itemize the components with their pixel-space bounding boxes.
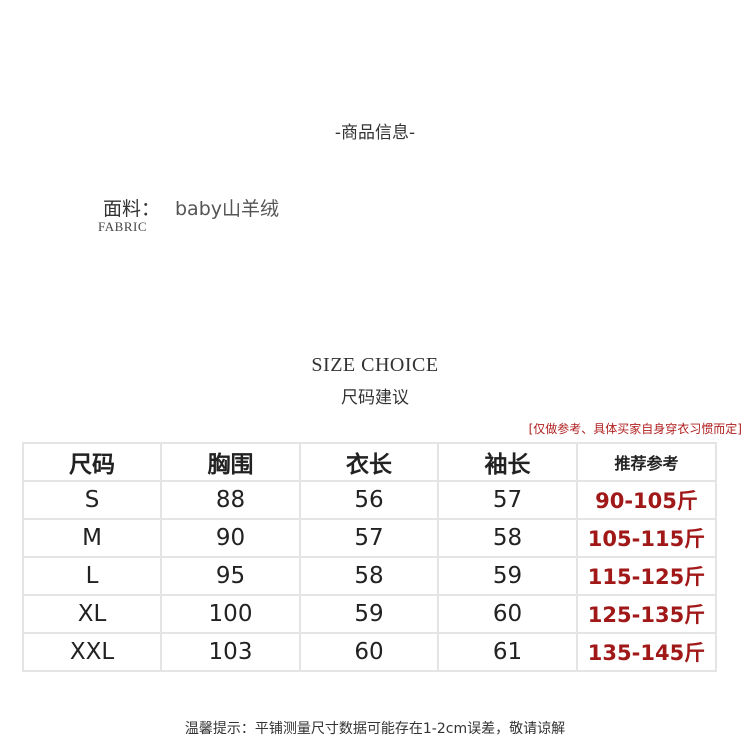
table-cell: 57 [299, 518, 439, 558]
table-cell: 60 [437, 594, 578, 634]
table-cell: 100 [160, 594, 301, 634]
fabric-label: 面料： [103, 198, 161, 220]
table-cell: M [22, 518, 162, 558]
table-cell: 60 [299, 632, 439, 672]
table-header-cell: 推荐参考 [576, 442, 717, 482]
table-cell: XL [22, 594, 162, 634]
size-choice-title-en: SIZE CHOICE [311, 354, 439, 376]
size-choice-title-cn: 尺码建议 [341, 388, 409, 408]
table-cell: 90 [160, 518, 301, 558]
table-cell: 90-105斤 [576, 480, 717, 520]
table-header-cell: 尺码 [22, 442, 162, 482]
table-cell: S [22, 480, 162, 520]
table-cell: 103 [160, 632, 301, 672]
table-cell: 125-135斤 [576, 594, 717, 634]
table-cell: 115-125斤 [576, 556, 717, 596]
reference-note: [仅做参考、具体买家自身穿衣习惯而定] [528, 422, 742, 436]
fabric-label-en: FABRIC [98, 219, 147, 234]
table-cell: 95 [160, 556, 301, 596]
table-row: L 95 58 59 115-125斤 [22, 556, 717, 596]
table-cell: 58 [437, 518, 578, 558]
table-cell: 59 [299, 594, 439, 634]
section-title: -商品信息- [334, 123, 416, 143]
table-cell: 56 [299, 480, 439, 520]
table-cell: 88 [160, 480, 301, 520]
table-cell: 105-115斤 [576, 518, 717, 558]
table-cell: 59 [437, 556, 578, 596]
measurement-tip: 温馨提示：平铺测量尺寸数据可能存在1-2cm误差，敬请谅解 [184, 721, 566, 737]
table-row: XL 100 59 60 125-135斤 [22, 594, 717, 634]
table-cell: 57 [437, 480, 578, 520]
table-header-cell: 袖长 [437, 442, 578, 482]
fabric-value: baby山羊绒 [175, 198, 280, 220]
table-header-cell: 胸围 [160, 442, 301, 482]
table-cell: XXL [22, 632, 162, 672]
table-row: S 88 56 57 90-105斤 [22, 480, 717, 520]
table-cell: 135-145斤 [576, 632, 717, 672]
table-row: XXL 103 60 61 135-145斤 [22, 632, 717, 672]
table-header-row: 尺码 胸围 衣长 袖长 推荐参考 [22, 442, 717, 482]
table-header-cell: 衣长 [299, 442, 439, 482]
size-table: 尺码 胸围 衣长 袖长 推荐参考 S 88 56 57 90-105斤 M 90 57 58 105-115… [22, 442, 717, 672]
table-cell: 58 [299, 556, 439, 596]
table-row: M 90 57 58 105-115斤 [22, 518, 717, 558]
table-cell: 61 [437, 632, 578, 672]
table-cell: L [22, 556, 162, 596]
